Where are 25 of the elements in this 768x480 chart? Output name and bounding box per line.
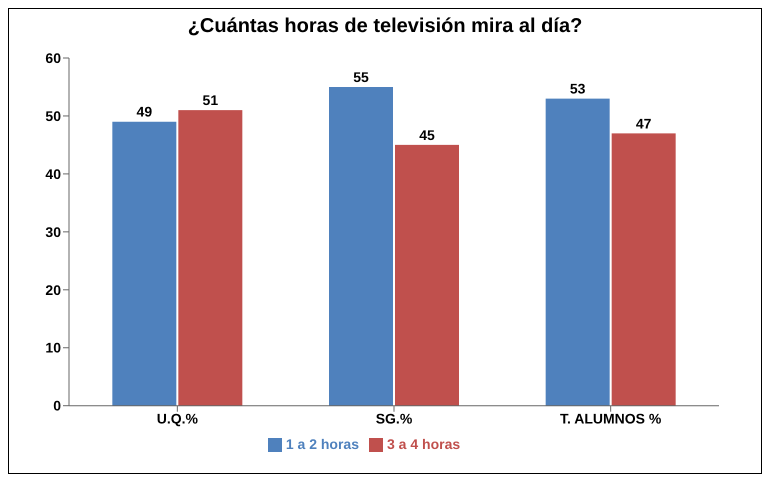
bar	[395, 144, 459, 406]
x-tick-label: U.Q.%	[156, 410, 198, 427]
legend-label: 3 a 4 horas	[387, 436, 460, 452]
data-label: 51	[202, 92, 218, 108]
data-label: 49	[136, 104, 152, 120]
y-tick-label: 20	[45, 282, 62, 298]
bar	[112, 122, 176, 406]
y-tick-label: 0	[53, 398, 62, 414]
y-tick-label: 60	[45, 50, 62, 66]
bar	[612, 133, 676, 406]
legend-label: 1 a 2 horas	[286, 436, 359, 452]
data-label: 53	[570, 80, 586, 97]
bar	[178, 110, 242, 406]
y-tick-label: 40	[45, 166, 62, 182]
y-tick-label: 30	[45, 224, 62, 240]
bar	[546, 98, 610, 406]
data-label: 45	[419, 126, 435, 143]
x-tick-label: T. ALUMNOS %	[560, 410, 662, 427]
x-tick-label: SG.%	[376, 410, 413, 427]
chart-title: ¿Cuántas horas de televisión mira al día?	[186, 15, 584, 38]
data-label: 47	[636, 115, 652, 132]
y-tick-label: 50	[45, 108, 62, 124]
bar	[329, 86, 393, 406]
y-tick-label: 10	[45, 340, 62, 356]
data-label: 55	[353, 68, 369, 85]
